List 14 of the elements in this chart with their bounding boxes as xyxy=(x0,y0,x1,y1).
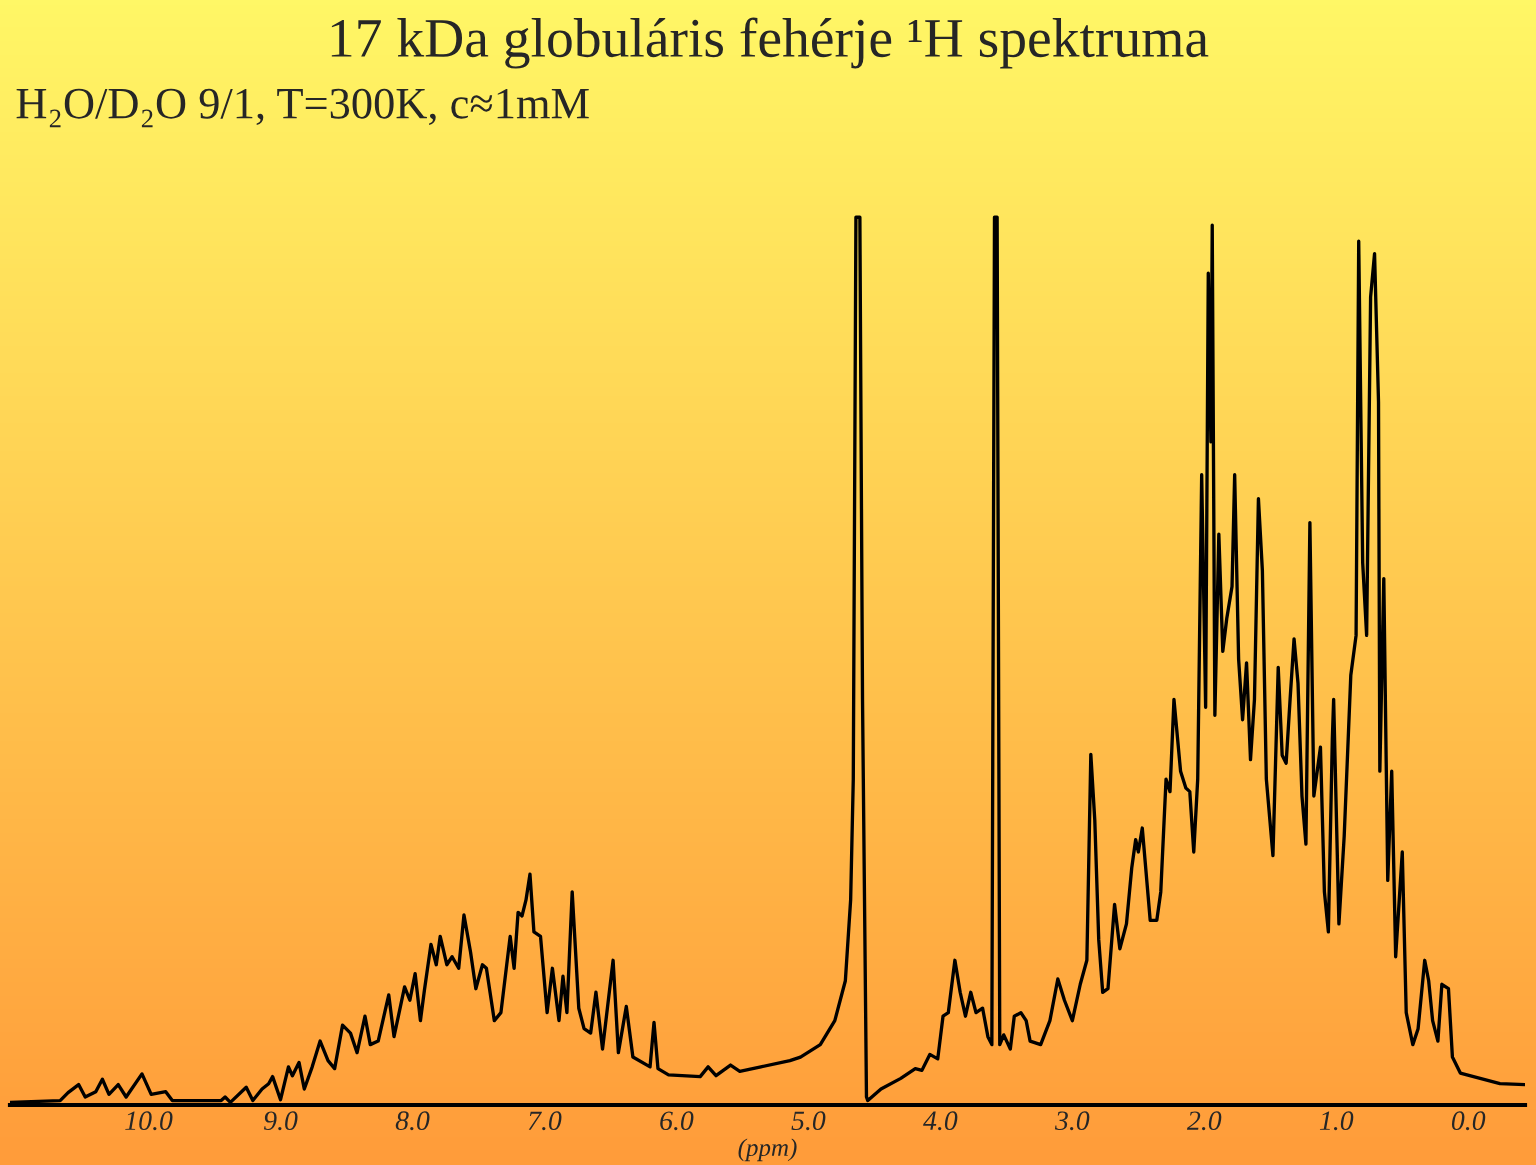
chart-subtitle: H₂O/D₂O 9/1, T=300K, c≈1mM xyxy=(16,88,589,128)
x-tick-label: 6.0 xyxy=(660,1111,694,1131)
x-tick-label: 1.0 xyxy=(1319,1111,1354,1131)
x-axis-title: (ppm) xyxy=(738,1138,797,1162)
x-tick-label: 5.0 xyxy=(791,1111,826,1131)
chart-title: 17 kDa globuláris fehérje ¹H spektruma xyxy=(331,17,1209,69)
x-tick-label: 4.0 xyxy=(923,1111,958,1131)
x-tick-label: 8.0 xyxy=(395,1111,430,1131)
x-tick-label: 7.0 xyxy=(528,1111,562,1131)
x-tick-label: 9.0 xyxy=(263,1111,298,1131)
x-tick-label: 3.0 xyxy=(1054,1111,1090,1131)
x-tick-label: 0.0 xyxy=(1451,1111,1486,1131)
x-tick-label: 10.0 xyxy=(125,1111,173,1131)
x-tick-label: 2.0 xyxy=(1186,1111,1222,1131)
